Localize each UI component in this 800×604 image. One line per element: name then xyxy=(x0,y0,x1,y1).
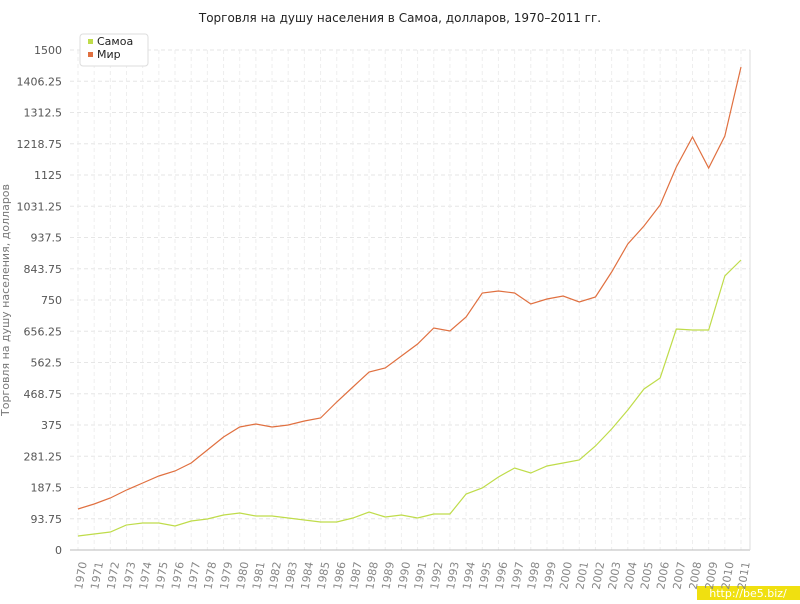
x-tick-label: 2011 xyxy=(735,561,753,591)
y-tick-label: 1125 xyxy=(34,169,62,182)
x-tick-label: 1996 xyxy=(493,561,511,591)
y-tick-label: 375 xyxy=(41,419,62,432)
x-tick-label: 1972 xyxy=(104,561,122,591)
x-tick-label: 1978 xyxy=(202,561,220,591)
x-tick-label: 1979 xyxy=(218,561,236,591)
series-line xyxy=(77,259,742,537)
y-tick-label: 0 xyxy=(55,544,62,557)
x-tick-label: 1990 xyxy=(396,561,414,591)
x-tick-label: 2010 xyxy=(719,561,737,591)
y-tick-label: 656.25 xyxy=(24,325,63,338)
x-tick-label: 1998 xyxy=(525,561,543,591)
x-tick-label: 2009 xyxy=(703,561,721,591)
y-tick-label: 281.25 xyxy=(24,450,63,463)
x-tick-label: 2001 xyxy=(573,561,591,591)
x-tick-label: 1987 xyxy=(347,561,365,591)
x-tick-label: 1974 xyxy=(137,561,155,591)
series-line xyxy=(77,66,742,510)
y-tick-label: 750 xyxy=(41,294,62,307)
x-tick-label: 1997 xyxy=(509,561,527,591)
x-tick-label: 1993 xyxy=(444,561,462,591)
x-tick-label: 2008 xyxy=(687,561,705,591)
y-tick-label: 562.5 xyxy=(31,357,63,370)
x-tick-label: 2003 xyxy=(606,561,624,591)
x-tick-label: 1989 xyxy=(379,561,397,591)
x-tick-label: 2006 xyxy=(654,561,672,591)
x-tick-label: 2004 xyxy=(622,561,640,591)
x-tick-label: 2002 xyxy=(590,561,608,591)
x-tick-label: 2007 xyxy=(670,561,688,591)
x-tick-label: 1991 xyxy=(412,561,430,591)
chart-title: Торговля на душу населения в Самоа, долл… xyxy=(198,11,601,25)
x-tick-label: 1988 xyxy=(363,561,381,591)
legend-box xyxy=(79,33,149,67)
legend-label: Самоа xyxy=(97,35,133,48)
watermark: http://be5.biz/ xyxy=(709,587,787,600)
x-tick-label: 1982 xyxy=(266,561,284,591)
x-tick-label: 1977 xyxy=(185,561,203,591)
x-tick-label: 1994 xyxy=(460,561,478,591)
x-tick-label: 1973 xyxy=(121,561,139,591)
y-tick-label: 468.75 xyxy=(24,388,63,401)
x-tick-label: 1975 xyxy=(153,561,171,591)
x-tick-label: 1992 xyxy=(428,561,446,591)
x-tick-label: 1984 xyxy=(299,561,317,591)
x-tick-label: 1999 xyxy=(541,561,559,591)
y-tick-label: 1500 xyxy=(34,44,62,57)
x-tick-label: 1985 xyxy=(315,561,333,591)
x-tick-label: 2005 xyxy=(638,561,656,591)
y-tick-label: 843.75 xyxy=(24,263,63,276)
x-tick-label: 1995 xyxy=(476,561,494,591)
x-tick-label: 1976 xyxy=(169,561,187,591)
y-tick-label: 93.75 xyxy=(31,513,63,526)
y-tick-label: 1031.25 xyxy=(17,200,63,213)
x-tick-label: 1971 xyxy=(88,561,106,591)
y-tick-label: 1312.5 xyxy=(24,107,63,120)
y-tick-label: 187.5 xyxy=(31,482,63,495)
x-tick-label: 1986 xyxy=(331,561,349,591)
y-tick-label: 1218.75 xyxy=(17,138,63,151)
x-tick-label: 1983 xyxy=(282,561,300,591)
y-tick-label: 1406.25 xyxy=(17,75,63,88)
x-tick-label: 1970 xyxy=(72,561,90,591)
legend-swatch xyxy=(88,39,93,44)
legend-label: Мир xyxy=(97,48,121,61)
watermark-bg xyxy=(697,586,800,600)
legend-swatch xyxy=(88,52,93,57)
x-tick-label: 1981 xyxy=(250,561,268,591)
y-axis-label: Торговля на душу населения, долларов xyxy=(0,184,12,417)
y-tick-label: 937.5 xyxy=(31,232,63,245)
x-tick-label: 2000 xyxy=(557,561,575,591)
x-tick-label: 1980 xyxy=(234,561,252,591)
